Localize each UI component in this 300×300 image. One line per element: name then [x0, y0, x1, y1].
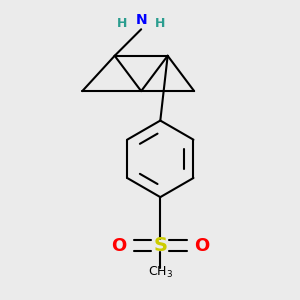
- Text: N: N: [135, 14, 147, 27]
- Text: O: O: [194, 237, 209, 255]
- Text: S: S: [153, 236, 167, 255]
- Text: H: H: [155, 17, 166, 30]
- Text: H: H: [117, 17, 127, 30]
- Text: CH$_3$: CH$_3$: [148, 265, 173, 280]
- Text: O: O: [112, 237, 127, 255]
